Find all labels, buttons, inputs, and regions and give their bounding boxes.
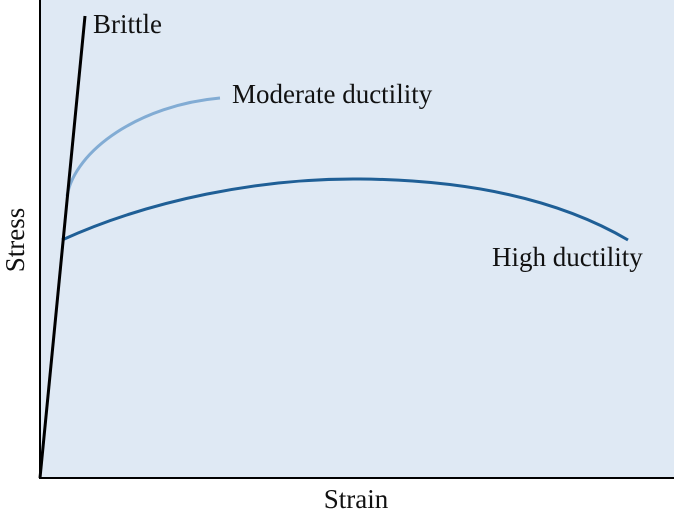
curve-label: High ductility [492, 242, 643, 272]
plot-area [40, 0, 674, 478]
curve-label: Brittle [93, 9, 162, 39]
x-axis-label: Strain [324, 484, 389, 514]
y-axis-label: Stress [0, 208, 30, 273]
brittle-line [38, 15, 87, 479]
curve-label: Moderate ductility [232, 79, 433, 109]
moderate-curve [65, 96, 221, 197]
high-curve [61, 177, 629, 242]
